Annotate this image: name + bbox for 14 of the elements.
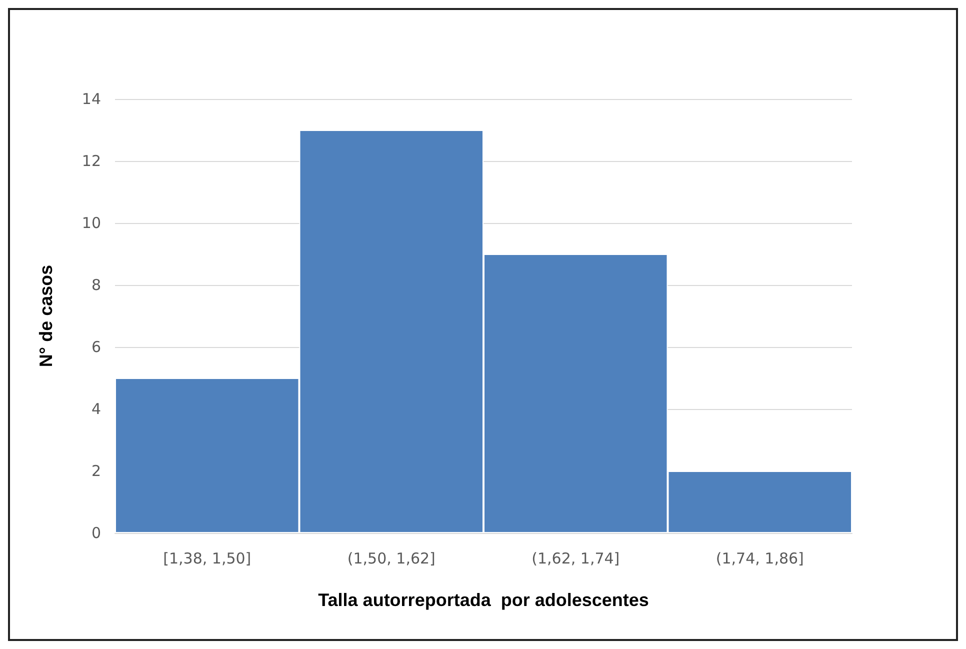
- y-tick-label: 2: [91, 462, 101, 480]
- y-tick-label: 12: [82, 152, 101, 170]
- x-tick-label: [1,38, 1,50]: [163, 550, 252, 568]
- x-tick-label: (1,74, 1,86]: [716, 550, 804, 568]
- y-axis-title: N° de casos: [36, 264, 56, 368]
- y-tick-label: 6: [91, 338, 101, 356]
- x-tick-label: (1,62, 1,74]: [532, 550, 620, 568]
- y-tick-label: 0: [91, 524, 101, 542]
- y-tick-label: 14: [82, 90, 101, 108]
- y-tick-label: 10: [82, 214, 101, 232]
- y-tick-label: 4: [91, 400, 101, 418]
- y-tick-label: 8: [91, 276, 101, 294]
- x-tick-label: (1,50, 1,62]: [347, 550, 436, 568]
- x-axis-title: Talla autorreportada por adolescentes: [318, 590, 649, 610]
